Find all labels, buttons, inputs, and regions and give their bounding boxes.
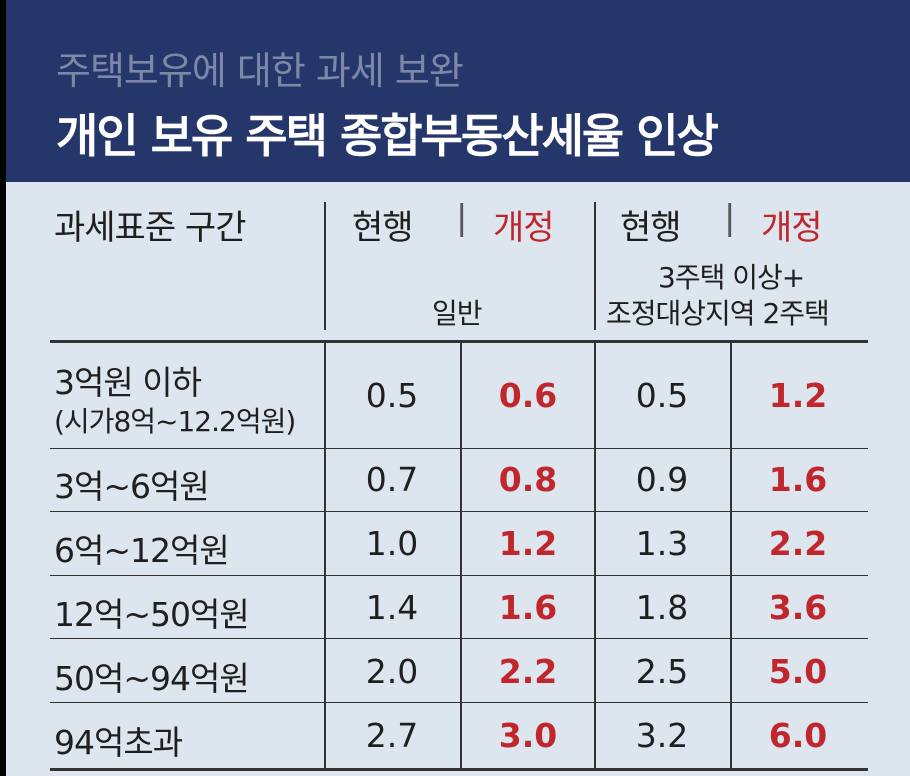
cell-general-revised: 1.2 [498, 524, 558, 563]
cell-multi-revised: 5.0 [768, 652, 828, 691]
cell-general-current: 2.7 [365, 716, 419, 755]
column-header-bracket: 과세표준 구간 [54, 208, 246, 248]
table-bottom-rule [50, 768, 868, 771]
cell-multi-revised: 6.0 [768, 716, 828, 755]
row-bracket: 12억~50억원 [54, 595, 250, 634]
cell-multi-revised: 3.6 [768, 588, 828, 627]
header-banner: 주택보유에 대한 과세 보완 개인 보유 주택 종합부동산세율 인상 [6, 0, 910, 182]
column-header-general-current: 현행 [352, 208, 414, 248]
column-divider [460, 343, 462, 769]
cell-general-current: 0.5 [365, 376, 419, 415]
column-header-multi-revised: 개정 [761, 208, 823, 248]
row-divider [50, 638, 868, 639]
column-header-general-revised: 개정 [493, 208, 555, 248]
group-label-multi-line1: 3주택 이상+ [658, 261, 805, 294]
cell-general-current: 1.0 [365, 524, 419, 563]
cell-multi-revised: 2.2 [768, 524, 828, 563]
cell-multi-current: 3.2 [635, 716, 689, 755]
row-bracket-note: (시가8억~12.2억원) [54, 405, 296, 438]
cell-multi-revised: 1.6 [768, 460, 828, 499]
cell-multi-current: 0.9 [635, 460, 689, 499]
group-label-multi-line2: 조정대상지역 2주택 [606, 297, 830, 330]
row-bracket: 6억~12억원 [54, 531, 230, 570]
column-divider [594, 202, 596, 330]
header-separator: | [724, 198, 736, 238]
row-divider [50, 702, 868, 703]
column-divider [324, 202, 326, 330]
header-rule [50, 340, 868, 343]
cell-general-revised: 0.6 [498, 376, 558, 415]
row-bracket: 3억원 이하 [54, 363, 202, 402]
header-separator: | [456, 198, 468, 238]
cell-general-current: 0.7 [365, 460, 419, 499]
cell-multi-current: 1.3 [635, 524, 689, 563]
column-divider [324, 343, 326, 769]
infographic: 주택보유에 대한 과세 보완 개인 보유 주택 종합부동산세율 인상 과세표준 … [6, 0, 910, 776]
row-divider [50, 448, 868, 449]
cell-general-revised: 1.6 [498, 588, 558, 627]
cell-general-revised: 0.8 [498, 460, 558, 499]
column-divider [594, 343, 596, 769]
row-bracket: 3억~6억원 [54, 467, 210, 506]
cell-multi-current: 0.5 [635, 376, 689, 415]
cell-general-current: 2.0 [365, 652, 419, 691]
page-title: 개인 보유 주택 종합부동산세율 인상 [56, 109, 719, 163]
group-label-general: 일반 [432, 297, 483, 330]
cell-multi-current: 2.5 [635, 652, 689, 691]
cell-general-revised: 3.0 [498, 716, 558, 755]
row-divider [50, 575, 868, 576]
column-divider [730, 343, 732, 769]
cell-general-current: 1.4 [365, 588, 419, 627]
cell-multi-revised: 1.2 [768, 376, 828, 415]
column-header-multi-current: 현행 [620, 208, 682, 248]
row-bracket: 50억~94억원 [54, 659, 250, 698]
subtitle: 주택보유에 대한 과세 보완 [56, 49, 464, 93]
cell-general-revised: 2.2 [498, 652, 558, 691]
cell-multi-current: 1.8 [635, 588, 689, 627]
row-divider [50, 511, 868, 512]
row-bracket: 94억초과 [54, 723, 183, 762]
